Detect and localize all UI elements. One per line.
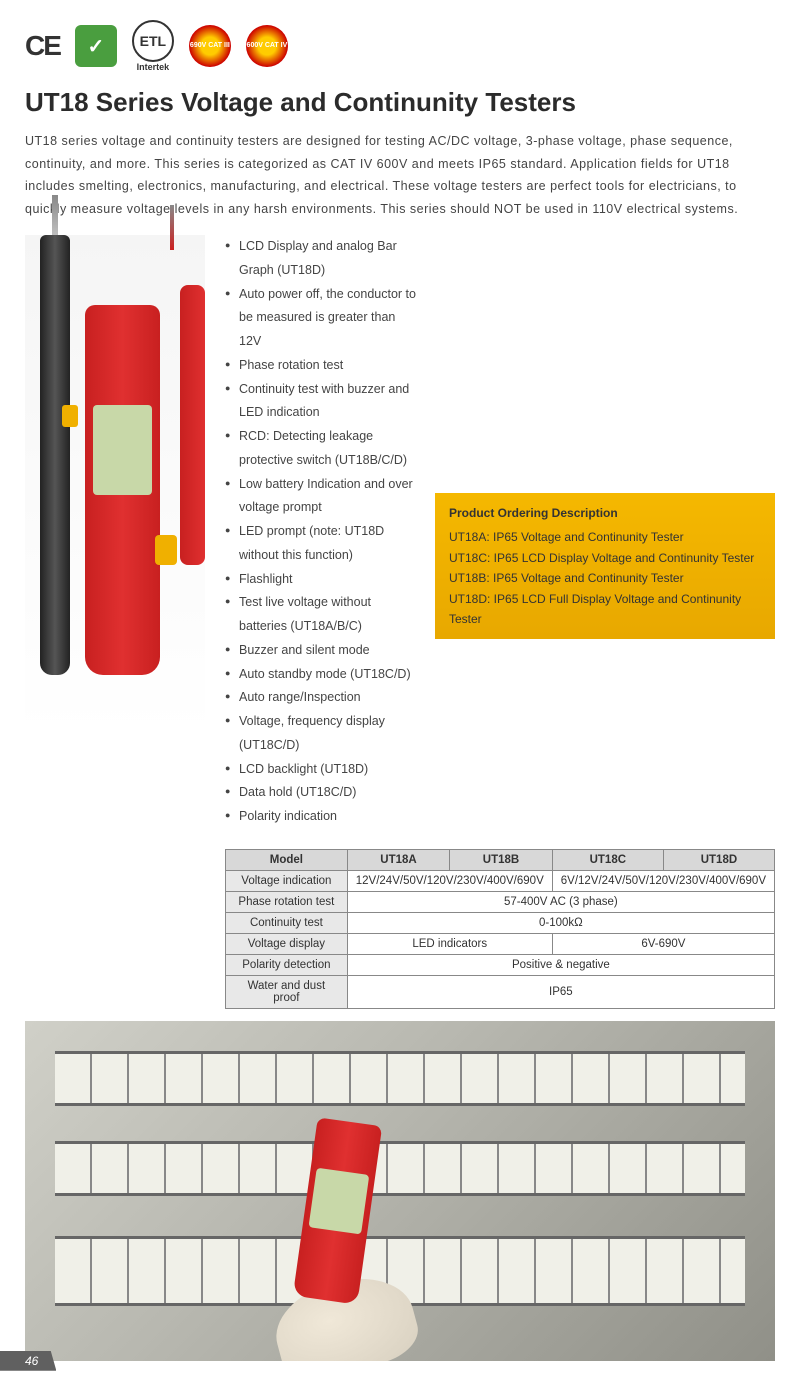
feature-item: Data hold (UT18C/D) [225,781,420,805]
feature-item: Voltage, frequency display (UT18C/D) [225,710,420,758]
table-cell: 0-100kΩ [347,912,774,933]
feature-item: Auto standby mode (UT18C/D) [225,663,420,687]
spec-table: ModelUT18AUT18BUT18CUT18D Voltage indica… [225,849,775,1009]
table-cell: 57-400V AC (3 phase) [347,891,774,912]
intro-text: UT18 series voltage and continuity teste… [25,130,775,220]
ordering-item: UT18B: IP65 Voltage and Continunity Test… [449,568,761,588]
ordering-item: UT18C: IP65 LCD Display Voltage and Cont… [449,548,761,568]
ordering-title: Product Ordering Description [449,503,761,523]
ordering-box: Product Ordering Description UT18A: IP65… [435,493,775,639]
page-title: UT18 Series Voltage and Continunity Test… [25,87,775,118]
intertek-badge: ETL Intertek [132,20,174,72]
table-header: UT18D [663,849,774,870]
table-cell: IP65 [347,975,774,1008]
table-header: UT18A [347,849,450,870]
page-number: 46 [0,1351,56,1371]
application-image [25,1021,775,1361]
feature-item: LCD Display and analog Bar Graph (UT18D) [225,235,420,283]
feature-item: Auto range/Inspection [225,686,420,710]
table-cell: LED indicators [347,933,552,954]
ce-mark: CE [25,30,60,62]
row-label: Continuity test [226,912,348,933]
table-cell: Positive & negative [347,954,774,975]
table-header: UT18B [450,849,553,870]
etl-badge: ETL [132,20,174,62]
table-cell: 6V/12V/24V/50V/120V/230V/400V/690V [552,870,774,891]
feature-list: LCD Display and analog Bar Graph (UT18D)… [225,235,420,829]
row-label: Voltage display [226,933,348,954]
feature-item: Low battery Indication and over voltage … [225,473,420,521]
table-cell: 6V-690V [552,933,774,954]
row-label: Voltage indication [226,870,348,891]
feature-item: RCD: Detecting leakage protective switch… [225,425,420,473]
row-label: Water and dust proof [226,975,348,1008]
table-header: Model [226,849,348,870]
table-cell: 12V/24V/50V/120V/230V/400V/690V [347,870,552,891]
ordering-item: UT18A: IP65 Voltage and Continunity Test… [449,527,761,547]
row-label: Polarity detection [226,954,348,975]
table-header: UT18C [552,849,663,870]
feature-item: Buzzer and silent mode [225,639,420,663]
certification-badges: CE ETL Intertek 690V CAT III 600V CAT IV [25,20,775,72]
product-image [25,235,205,735]
feature-item: Polarity indication [225,805,420,829]
feature-item: Auto power off, the conductor to be meas… [225,283,420,354]
feature-item: Phase rotation test [225,354,420,378]
feature-item: LCD backlight (UT18D) [225,758,420,782]
feature-item: Continuity test with buzzer and LED indi… [225,378,420,426]
ordering-item: UT18D: IP65 LCD Full Display Voltage and… [449,589,761,630]
row-label: Phase rotation test [226,891,348,912]
rohs-badge [75,25,117,67]
cat4-badge: 600V CAT IV [246,25,288,67]
feature-item: LED prompt (note: UT18D without this fun… [225,520,420,568]
feature-item: Flashlight [225,568,420,592]
cat3-badge: 690V CAT III [189,25,231,67]
feature-item: Test live voltage without batteries (UT1… [225,591,420,639]
